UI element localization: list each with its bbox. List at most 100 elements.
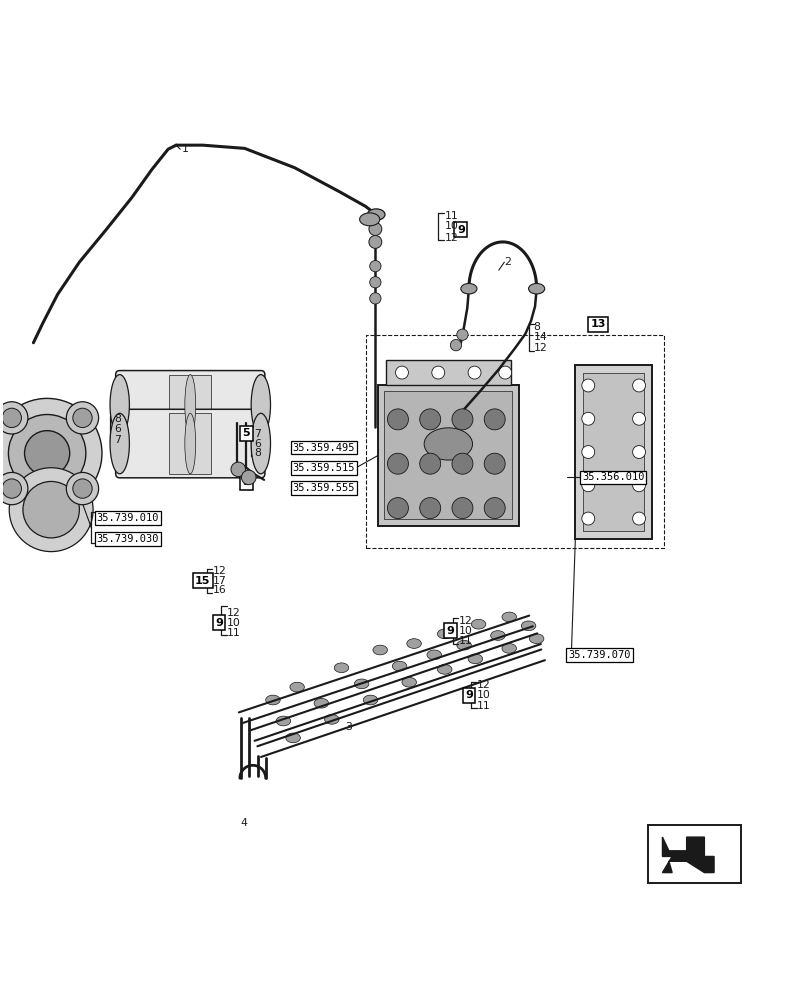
Text: 12: 12 bbox=[533, 343, 547, 353]
Circle shape bbox=[632, 412, 645, 425]
Ellipse shape bbox=[427, 650, 441, 660]
Text: 2: 2 bbox=[504, 257, 511, 267]
Text: 12: 12 bbox=[476, 680, 490, 690]
Text: 11: 11 bbox=[458, 636, 471, 646]
Text: 7: 7 bbox=[254, 429, 261, 439]
Text: 5: 5 bbox=[242, 428, 250, 438]
Ellipse shape bbox=[290, 682, 304, 692]
Ellipse shape bbox=[367, 209, 384, 220]
Text: 35.356.010: 35.356.010 bbox=[581, 472, 644, 482]
Text: 35.359.495: 35.359.495 bbox=[292, 443, 354, 453]
Circle shape bbox=[581, 446, 594, 458]
Text: 3: 3 bbox=[345, 722, 352, 732]
Circle shape bbox=[387, 453, 408, 474]
Circle shape bbox=[452, 409, 472, 430]
Circle shape bbox=[632, 479, 645, 492]
Circle shape bbox=[450, 340, 461, 351]
Bar bbox=[385, 360, 510, 385]
Ellipse shape bbox=[457, 640, 470, 650]
Circle shape bbox=[8, 415, 86, 492]
Circle shape bbox=[73, 408, 92, 428]
Polygon shape bbox=[662, 837, 713, 873]
Text: 10: 10 bbox=[476, 690, 490, 700]
Ellipse shape bbox=[470, 619, 485, 629]
Circle shape bbox=[483, 498, 504, 519]
Ellipse shape bbox=[276, 716, 290, 726]
Circle shape bbox=[387, 498, 408, 519]
Bar bbox=[169, 413, 211, 474]
Ellipse shape bbox=[372, 645, 387, 655]
Circle shape bbox=[419, 453, 440, 474]
Circle shape bbox=[632, 446, 645, 458]
Ellipse shape bbox=[110, 375, 129, 435]
Text: 14: 14 bbox=[533, 332, 547, 342]
Ellipse shape bbox=[467, 654, 482, 664]
Circle shape bbox=[431, 366, 444, 379]
Text: 8: 8 bbox=[254, 448, 261, 458]
Ellipse shape bbox=[324, 715, 339, 724]
Circle shape bbox=[0, 472, 28, 505]
Bar bbox=[582, 373, 643, 531]
Bar bbox=[384, 391, 512, 519]
Circle shape bbox=[632, 379, 645, 392]
Text: 10: 10 bbox=[227, 618, 241, 628]
Ellipse shape bbox=[461, 283, 476, 294]
Text: 5: 5 bbox=[242, 477, 250, 487]
Ellipse shape bbox=[359, 213, 380, 226]
Ellipse shape bbox=[437, 629, 452, 639]
Text: 9: 9 bbox=[215, 618, 222, 628]
Text: 12: 12 bbox=[212, 566, 226, 576]
Ellipse shape bbox=[490, 631, 504, 640]
Circle shape bbox=[369, 260, 380, 272]
Text: 10: 10 bbox=[444, 221, 458, 231]
Ellipse shape bbox=[354, 679, 368, 689]
Circle shape bbox=[581, 412, 594, 425]
Circle shape bbox=[395, 366, 408, 379]
Bar bbox=[365, 335, 663, 548]
Circle shape bbox=[67, 472, 98, 505]
Circle shape bbox=[467, 366, 480, 379]
Circle shape bbox=[73, 479, 92, 498]
Circle shape bbox=[0, 398, 102, 508]
Ellipse shape bbox=[401, 677, 416, 687]
Circle shape bbox=[24, 431, 70, 476]
Text: 35.739.070: 35.739.070 bbox=[568, 650, 630, 660]
Text: 4: 4 bbox=[240, 818, 247, 828]
Circle shape bbox=[419, 409, 440, 430]
Circle shape bbox=[483, 409, 504, 430]
Circle shape bbox=[452, 498, 472, 519]
FancyBboxPatch shape bbox=[115, 409, 264, 478]
Circle shape bbox=[368, 223, 381, 235]
Text: 8: 8 bbox=[114, 414, 121, 424]
Text: 35.359.555: 35.359.555 bbox=[292, 483, 354, 493]
Circle shape bbox=[2, 408, 21, 428]
Text: 35.739.010: 35.739.010 bbox=[97, 513, 159, 523]
Circle shape bbox=[241, 470, 255, 485]
Ellipse shape bbox=[251, 375, 270, 435]
Circle shape bbox=[457, 329, 467, 340]
Ellipse shape bbox=[392, 661, 406, 671]
Circle shape bbox=[419, 498, 440, 519]
Ellipse shape bbox=[406, 639, 421, 648]
Ellipse shape bbox=[528, 283, 544, 294]
Ellipse shape bbox=[251, 413, 270, 474]
Ellipse shape bbox=[501, 612, 516, 622]
Ellipse shape bbox=[437, 665, 452, 674]
Text: 13: 13 bbox=[590, 319, 605, 329]
Circle shape bbox=[581, 379, 594, 392]
Ellipse shape bbox=[363, 695, 377, 705]
Circle shape bbox=[230, 462, 245, 477]
Circle shape bbox=[67, 402, 98, 434]
Ellipse shape bbox=[110, 413, 129, 474]
FancyBboxPatch shape bbox=[115, 371, 264, 439]
Text: 11: 11 bbox=[444, 211, 458, 221]
Circle shape bbox=[581, 512, 594, 525]
Ellipse shape bbox=[285, 733, 300, 743]
Ellipse shape bbox=[423, 428, 472, 460]
Circle shape bbox=[483, 453, 504, 474]
Circle shape bbox=[369, 277, 380, 288]
Circle shape bbox=[23, 481, 79, 538]
Text: 9: 9 bbox=[457, 225, 464, 235]
Text: 16: 16 bbox=[212, 585, 226, 595]
Ellipse shape bbox=[334, 663, 348, 673]
